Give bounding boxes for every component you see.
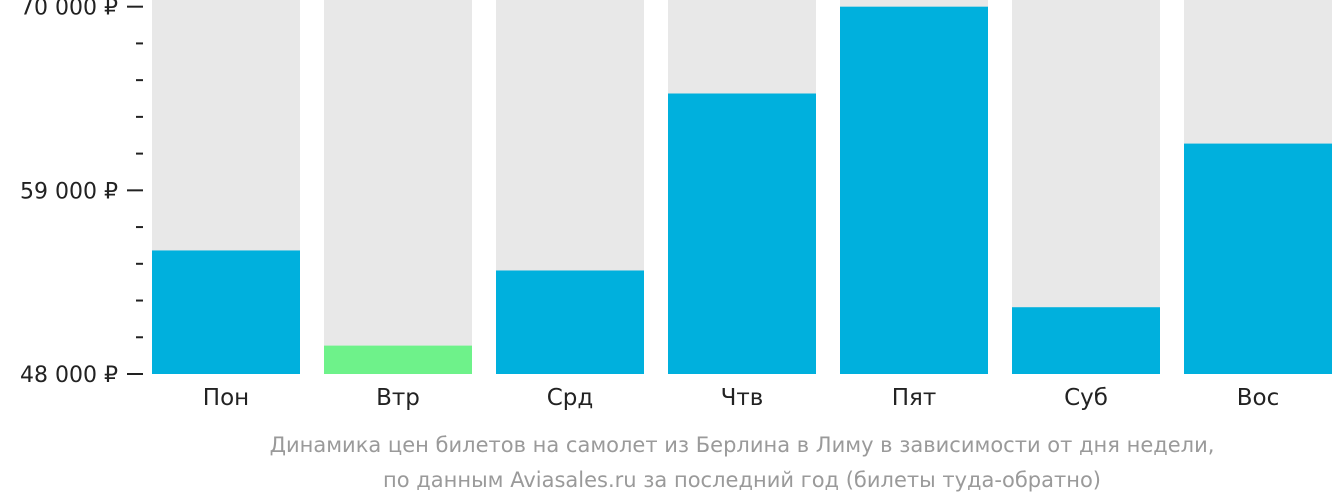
bar-3[interactable] (496, 270, 644, 374)
y-tick-label: 59 000 ₽ (20, 179, 118, 204)
y-tick-label: 70 000 ₽ (20, 0, 118, 21)
bar-7[interactable] (1184, 143, 1332, 374)
bar-track (324, 0, 472, 374)
bar-1[interactable] (152, 250, 300, 374)
chart-caption-line-1: Динамика цен билетов на самолет из Берли… (269, 433, 1215, 457)
x-tick-label: Вос (1237, 385, 1280, 411)
bar-5[interactable] (840, 6, 988, 375)
bars (152, 6, 1332, 375)
y-tick-label: 48 000 ₽ (20, 363, 118, 388)
bar-chart: 48 000 ₽ 59 000 ₽ 70 000 ₽ Пон Втр Срд Чтв Пят… (20, 0, 1332, 411)
x-tick-label: Пят (892, 385, 937, 411)
x-tick-label: Срд (547, 385, 594, 411)
chart-caption-line-2: по данным Aviasales.ru за последний год … (383, 468, 1101, 492)
x-tick-label: Чтв (721, 385, 764, 411)
x-axis-labels: Пон Втр Срд Чтв Пят Суб Вос (203, 385, 1279, 411)
x-tick-label: Втр (376, 385, 420, 411)
bar-4[interactable] (668, 93, 816, 375)
bar-2[interactable] (324, 345, 472, 374)
x-tick-label: Суб (1064, 385, 1108, 411)
bar-6[interactable] (1012, 307, 1160, 374)
y-axis: 48 000 ₽ 59 000 ₽ 70 000 ₽ (20, 0, 143, 388)
x-tick-label: Пон (203, 385, 249, 411)
